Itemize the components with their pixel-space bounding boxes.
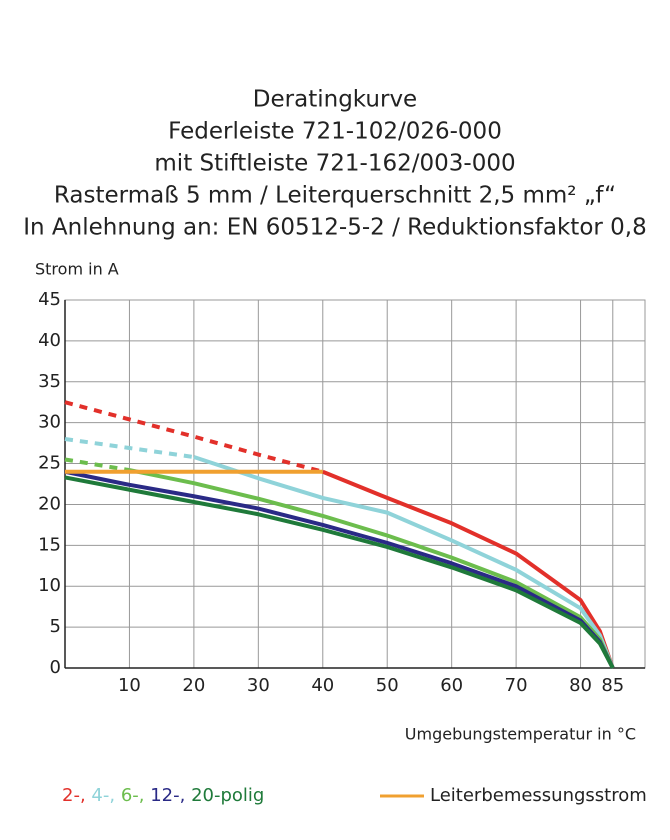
y-tick-label: 10	[38, 575, 61, 596]
chart-title: mit Stiftleiste 721-162/003-000	[154, 151, 515, 177]
x-tick-label: 40	[311, 675, 334, 696]
y-tick-label: 35	[38, 371, 61, 392]
y-tick-label: 25	[38, 453, 61, 474]
x-tick-label: 20	[182, 675, 205, 696]
y-axis-label: Strom in A	[35, 260, 119, 279]
x-axis-label: Umgebungstemperatur in °C	[405, 725, 636, 744]
legend-entry: 4-,	[91, 785, 115, 806]
y-tick-label: 5	[50, 616, 61, 637]
dashed-line	[64, 437, 195, 459]
y-tick-label: 15	[38, 534, 61, 555]
x-tick-label: 70	[505, 675, 528, 696]
line	[193, 455, 615, 669]
legend-entry: 12-,	[150, 785, 185, 806]
legend-entry: 2-,	[62, 785, 86, 806]
chart-title: In Anlehnung an: EN 60512-5-2 / Reduktio…	[23, 215, 647, 241]
chart-title: Federleiste 721-102/026-000	[168, 119, 502, 145]
x-tick-label: 60	[440, 675, 463, 696]
legend-entry: Leiterbemessungsstrom	[430, 785, 647, 806]
line	[322, 469, 615, 669]
dashed-line	[64, 457, 130, 473]
x-tick-label: 80	[569, 675, 592, 696]
y-tick-label: 20	[38, 493, 61, 514]
line	[64, 475, 615, 669]
x-tick-label: 50	[376, 675, 399, 696]
chart-title: Deratingkurve	[253, 87, 417, 113]
legend-entry: 20-polig	[191, 785, 264, 806]
x-tick-label: 30	[247, 675, 270, 696]
y-tick-label: 0	[50, 657, 61, 678]
legend: 2-, 4-, 6-, 12-, 20-polig	[62, 785, 264, 806]
y-tick-label: 40	[38, 330, 61, 351]
chart-title: Rastermaß 5 mm / Leiterquerschnitt 2,5 m…	[54, 183, 616, 209]
y-tick-label: 30	[38, 412, 61, 433]
x-tick-label: 10	[118, 675, 141, 696]
legend-entry: 6-,	[121, 785, 145, 806]
y-tick-label: 45	[38, 289, 61, 310]
x-tick-label: 85	[601, 675, 624, 696]
